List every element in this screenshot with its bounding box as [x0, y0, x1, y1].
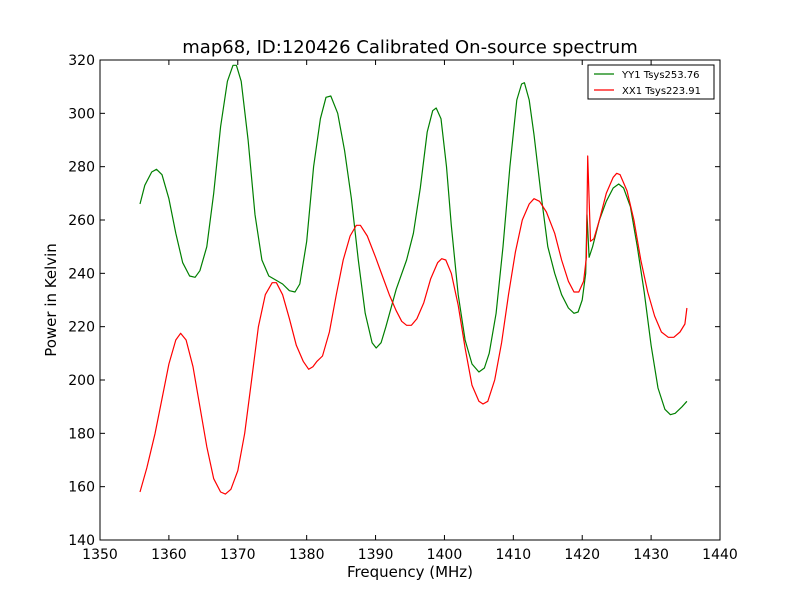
- x-tick-label-0: 1350: [82, 547, 118, 563]
- y-tick-label-6: 260: [68, 213, 95, 229]
- legend-label-0: YY1 Tsys253.76: [621, 70, 700, 81]
- plot-frame: [99, 59, 721, 541]
- y-tick-label-5: 240: [68, 266, 95, 282]
- x-tick-label-8: 1430: [633, 547, 669, 563]
- x-tick-label-4: 1390: [358, 547, 394, 563]
- x-tick-label-9: 1440: [702, 547, 738, 563]
- y-tick-label-3: 200: [68, 373, 95, 389]
- x-axis-ticks: 1350 1360 1370 1380 1390 1400 1410 1420 1430 1440: [82, 60, 738, 563]
- x-tick-label-2: 1370: [220, 547, 256, 563]
- y-tick-label-2: 180: [68, 426, 95, 442]
- chart-title: map68, ID:120426 Calibrated On-source sp…: [182, 37, 637, 58]
- x-axis-label: Frequency (MHz): [347, 563, 473, 581]
- x-tick-label-7: 1420: [564, 547, 600, 563]
- y-tick-label-0: 140: [68, 533, 95, 549]
- y-axis-label: Power in Kelvin: [42, 243, 60, 357]
- y-tick-label-4: 220: [68, 320, 95, 336]
- x-tick-label-5: 1400: [427, 547, 463, 563]
- x-tick-label-1: 1360: [151, 547, 187, 563]
- y-tick-label-9: 320: [68, 53, 95, 69]
- y-tick-label-1: 160: [68, 480, 95, 496]
- x-tick-label-3: 1380: [289, 547, 325, 563]
- y-axis-ticks: 140 160 180 200 220 240 260 280 300 320: [68, 53, 720, 549]
- series-line-0: [139, 64, 688, 416]
- legend-box: [587, 64, 715, 100]
- y-tick-label-8: 300: [68, 106, 95, 122]
- series-layer: [139, 64, 688, 495]
- y-tick-label-7: 280: [68, 160, 95, 176]
- legend-label-1: XX1 Tsys223.91: [622, 86, 701, 97]
- series-line-1: [139, 155, 688, 495]
- legend: YY1 Tsys253.76 XX1 Tsys223.91: [587, 64, 715, 100]
- x-tick-label-6: 1410: [496, 547, 532, 563]
